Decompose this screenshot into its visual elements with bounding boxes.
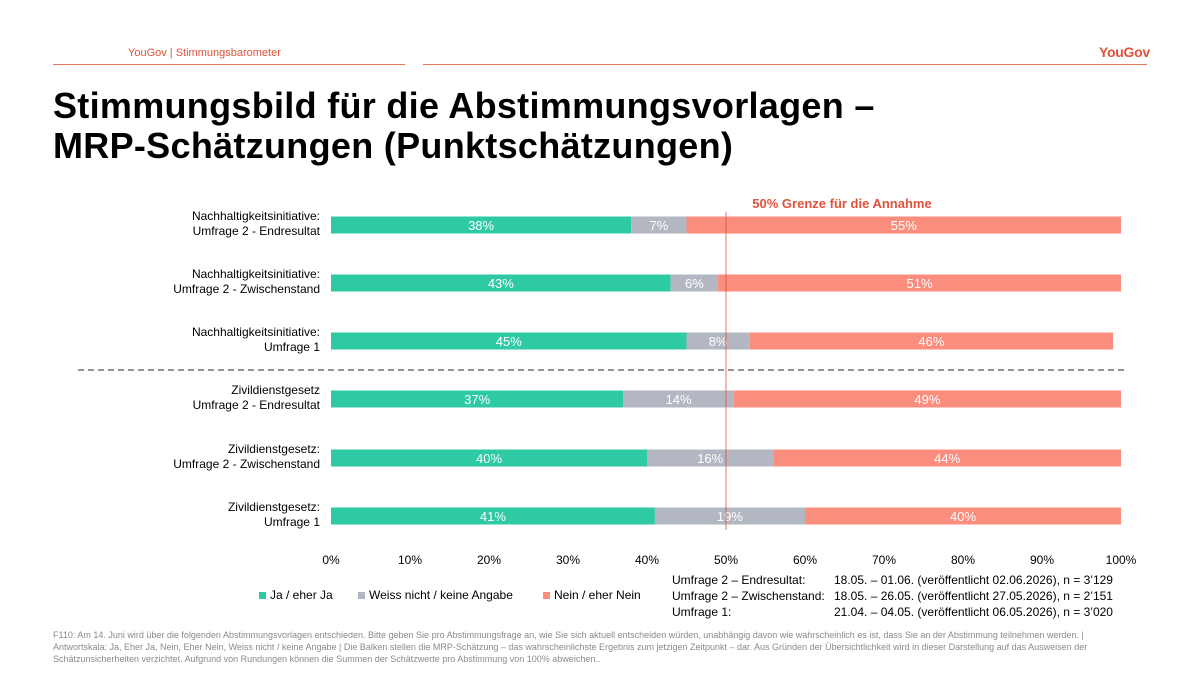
x-tick-label: 100% xyxy=(1106,553,1137,567)
bar-segment-weiss xyxy=(647,449,774,467)
data-label-ja: 41% xyxy=(480,509,506,524)
x-tick-label: 70% xyxy=(872,553,896,567)
data-label-weiss: 14% xyxy=(666,392,692,407)
threshold-label: 50% Grenze für die Annahme xyxy=(752,196,931,211)
data-label-weiss: 7% xyxy=(649,218,668,233)
bar-segment-ja xyxy=(331,507,655,525)
category-label: Nachhaltigkeitsinitiative: Umfrage 2 - Zw… xyxy=(173,267,320,296)
bar-segment-ja xyxy=(331,390,624,408)
survey-dates: 21.04. – 04.05. (veröffentlicht 06.05.20… xyxy=(834,605,1113,619)
x-tick-label: 40% xyxy=(635,553,659,567)
page-title-line-1: Stimmungsbild für die Abstimmungsvorlage… xyxy=(53,85,875,126)
legend-swatch-ja xyxy=(259,591,266,599)
x-tick-label: 30% xyxy=(556,553,580,567)
x-tick-label: 10% xyxy=(398,553,422,567)
bar-segment-ja xyxy=(331,274,671,292)
x-tick-label: 90% xyxy=(1030,553,1054,567)
legend-item-nein: Nein / eher Nein xyxy=(543,588,641,602)
page-title: Stimmungsbild für die Abstimmungsvorlage… xyxy=(53,86,875,166)
category-label: Nachhaltigkeitsinitiative: Umfrage 1 xyxy=(192,325,320,354)
data-label-nein: 46% xyxy=(918,334,944,349)
page-title-line-2: MRP-Schätzungen (Punktschätzungen) xyxy=(53,125,734,166)
data-label-nein: 44% xyxy=(934,451,960,466)
bar-segment-weiss xyxy=(654,507,805,525)
survey-dates: 18.05. – 01.06. (veröffentlicht 02.06.20… xyxy=(834,573,1113,587)
bar-segment-weiss xyxy=(631,216,687,234)
legend-label-nein: Nein / eher Nein xyxy=(554,588,641,602)
x-tick-label: 80% xyxy=(951,553,975,567)
data-label-ja: 45% xyxy=(496,334,522,349)
bar-segment-weiss xyxy=(670,274,719,292)
x-tick-label: 0% xyxy=(322,553,340,567)
x-tick-label: 20% xyxy=(477,553,501,567)
bar-segment-weiss xyxy=(686,332,750,350)
category-label: Nachhaltigkeitsinitiative: Umfrage 2 - En… xyxy=(192,209,321,238)
data-label-nein: 49% xyxy=(914,392,940,407)
legend-label-weiss: Weiss nicht / keine Angabe xyxy=(369,588,513,602)
data-label-nein: 51% xyxy=(907,276,933,291)
bar-segment-nein xyxy=(805,507,1121,525)
x-tick-label: 50% xyxy=(714,553,738,567)
category-label: Zivildienstgesetz: Umfrage 1 xyxy=(228,500,320,529)
legend-swatch-nein xyxy=(543,591,550,599)
bar-segment-ja xyxy=(331,449,647,467)
category-label: Zivildienstgesetz Umfrage 2 - Endresultat xyxy=(193,383,321,412)
header-rule-left xyxy=(53,64,405,65)
data-label-ja: 38% xyxy=(468,218,494,233)
legend-swatch-weiss xyxy=(358,591,365,599)
yougov-logo: YouGov xyxy=(1099,44,1150,60)
legend-item-ja: Ja / eher Ja xyxy=(259,588,333,602)
legend-label-ja: Ja / eher Ja xyxy=(270,588,333,602)
bar-segment-nein xyxy=(749,332,1114,350)
survey-name: Umfrage 2 – Endresultat: xyxy=(672,573,806,587)
data-label-ja: 40% xyxy=(476,451,502,466)
bar-segment-nein xyxy=(733,390,1121,408)
bar-segment-weiss xyxy=(623,390,734,408)
legend-item-weiss: Weiss nicht / keine Angabe xyxy=(358,588,513,602)
data-label-ja: 37% xyxy=(464,392,490,407)
x-tick-label: 60% xyxy=(793,553,817,567)
brand-caption: YouGov | Stimmungsbarometer xyxy=(128,47,281,59)
data-label-nein: 55% xyxy=(891,218,917,233)
bar-segment-nein xyxy=(686,216,1121,234)
category-label: Zivildienstgesetz: Umfrage 2 - Zwischenst… xyxy=(173,442,320,471)
data-label-weiss: 8% xyxy=(709,334,728,349)
bar-segment-nein xyxy=(718,274,1121,292)
data-label-ja: 43% xyxy=(488,276,514,291)
survey-name: Umfrage 1: xyxy=(672,605,732,619)
data-label-weiss: 16% xyxy=(697,451,723,466)
header-rule-right xyxy=(423,64,1147,65)
bar-segment-ja xyxy=(331,332,687,350)
survey-name: Umfrage 2 – Zwischenstand: xyxy=(672,589,825,603)
footnote: F110: Am 14. Juni wird über die folgende… xyxy=(53,630,1088,664)
data-label-weiss: 19% xyxy=(717,509,743,524)
data-label-weiss: 6% xyxy=(685,276,704,291)
bar-segment-ja xyxy=(331,216,632,234)
data-label-nein: 40% xyxy=(950,509,976,524)
survey-dates: 18.05. – 26.05. (veröffentlicht 27.05.20… xyxy=(834,589,1113,603)
bar-segment-nein xyxy=(773,449,1121,467)
